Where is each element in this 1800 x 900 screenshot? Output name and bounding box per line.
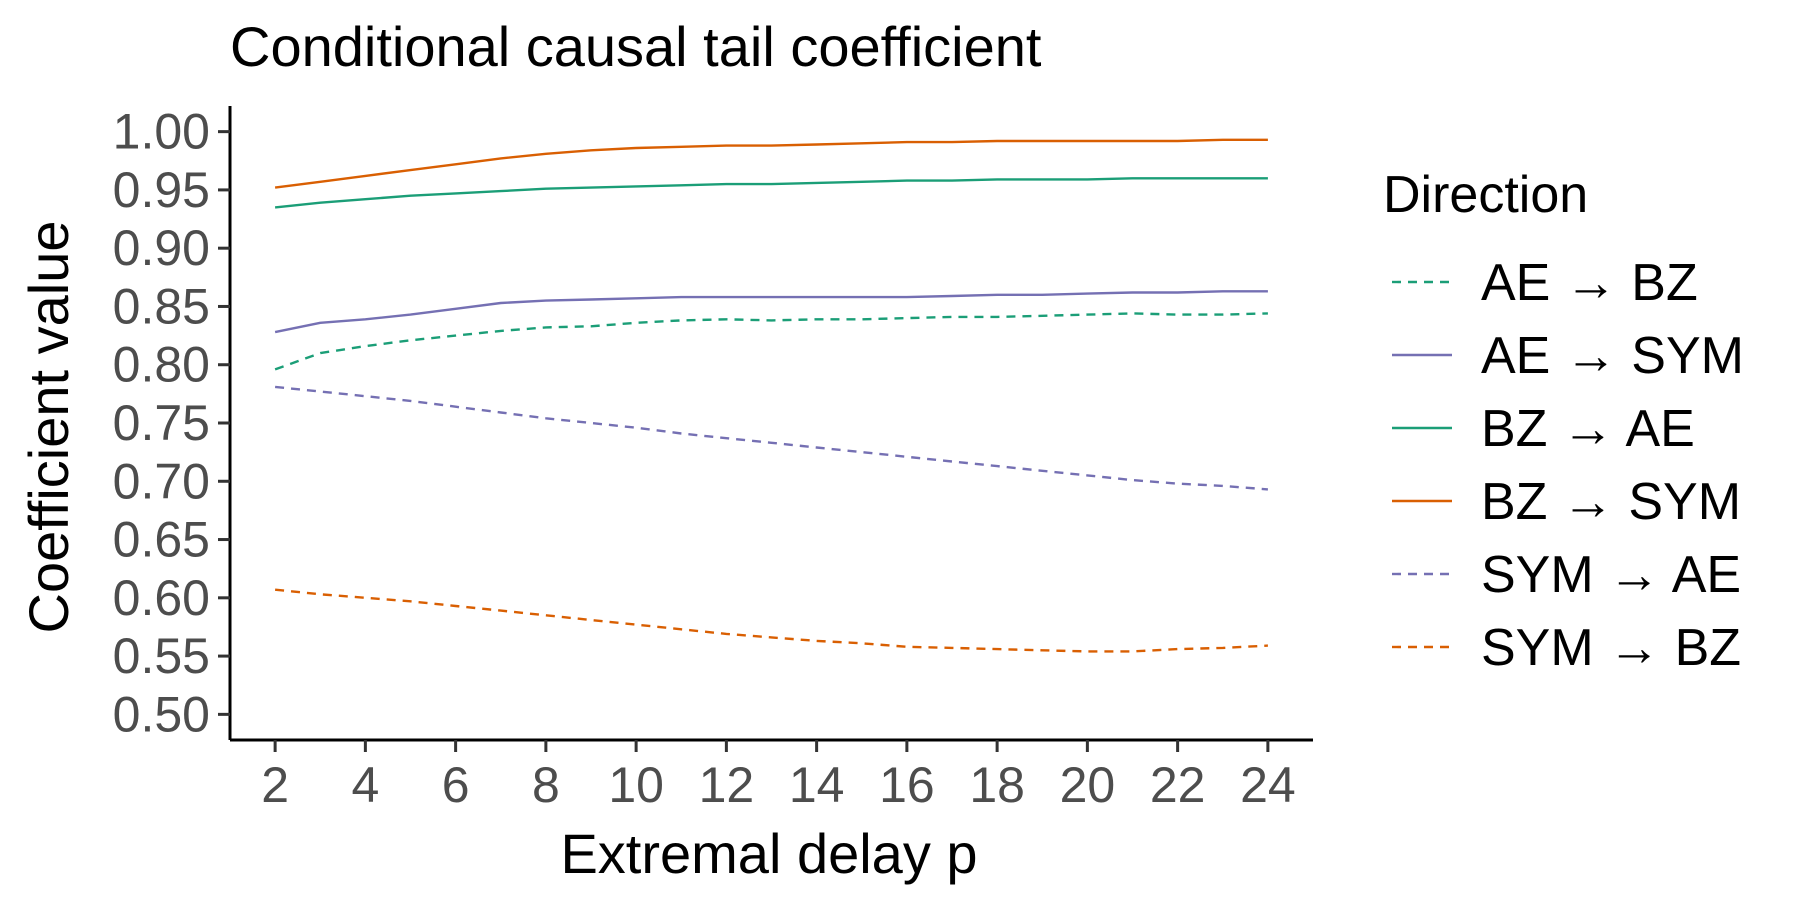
x-tick-label: 18 (969, 757, 1025, 813)
chart-title: Conditional causal tail coefficient (230, 15, 1042, 78)
legend-label-1: AE → BZ (1481, 254, 1698, 312)
y-tick-label: 0.95 (113, 162, 210, 218)
y-axis-title: Coefficient value (17, 221, 80, 634)
x-tick-label: 6 (442, 757, 470, 813)
y-tick-label: 0.50 (113, 686, 210, 742)
legend-label-6: SYM → BZ (1481, 619, 1741, 677)
legend-label-4: BZ → SYM (1481, 473, 1741, 531)
x-tick-label: 22 (1150, 757, 1206, 813)
y-tick-label: 0.85 (113, 278, 210, 334)
series-line-1 (274, 312, 1268, 371)
x-tick-label: 24 (1240, 757, 1296, 813)
x-axis: 2 4 6 8 10 12 14 16 18 20 22 24 (230, 738, 1313, 813)
y-tick-label: 0.75 (113, 395, 210, 451)
x-tick-label: 14 (789, 757, 845, 813)
x-tick-label: 8 (532, 757, 560, 813)
x-tick-label: 4 (351, 757, 379, 813)
x-tick-label: 10 (608, 757, 664, 813)
x-tick-label: 16 (879, 757, 935, 813)
x-axis-title: Extremal delay p (560, 822, 977, 885)
y-axis: 0.500.550.600.650.700.750.800.850.900.95… (113, 104, 232, 742)
y-tick-label: 0.90 (113, 220, 210, 276)
x-tick-label: 12 (699, 757, 755, 813)
legend-label-5: SYM → AE (1481, 546, 1741, 604)
y-tick-label: 0.60 (113, 570, 210, 626)
y-tick-label: 1.00 (113, 104, 210, 160)
plot-area (274, 138, 1268, 653)
series-line-3 (274, 177, 1268, 209)
series-line-2 (274, 290, 1268, 334)
x-tick-label: 20 (1060, 757, 1116, 813)
y-tick-label: 0.70 (113, 453, 210, 509)
y-tick-label: 0.65 (113, 512, 210, 568)
x-tick-label: 2 (261, 757, 289, 813)
series-line-5 (274, 385, 1268, 491)
series-line-6 (274, 588, 1268, 653)
legend-label-3: BZ → AE (1481, 400, 1695, 458)
y-tick-label: 0.80 (113, 337, 210, 393)
legend-title: Direction (1383, 166, 1588, 224)
legend: Direction AE → BZ AE → SYM BZ → AE BZ → SYM… (1383, 166, 1744, 677)
series-line-4 (274, 138, 1268, 189)
legend-label-2: AE → SYM (1481, 327, 1744, 385)
y-tick-label: 0.55 (113, 628, 210, 684)
